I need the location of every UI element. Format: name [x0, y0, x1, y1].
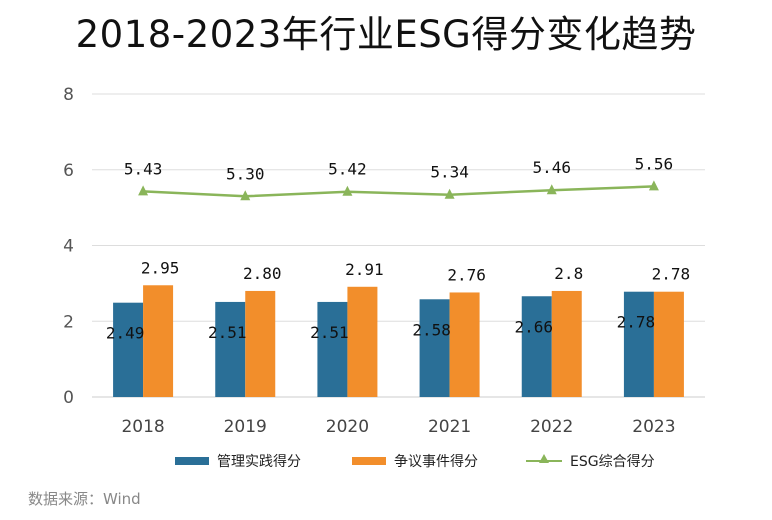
bar-controversy: [347, 286, 378, 397]
legend-item-esg: ESG综合得分: [526, 450, 655, 472]
data-label-controversy: 2.8: [554, 264, 583, 283]
data-labels: 2.49 2.51 2.51 2.58 2.66 2.78 2.95 2.80 2.91 2.76…: [106, 154, 690, 342]
x-tick-label: 2019: [224, 417, 267, 437]
data-label-controversy: 2.80: [243, 264, 282, 283]
legend-swatch-management: [175, 457, 209, 465]
x-tick-label: 2021: [428, 417, 471, 437]
bar-controversy: [143, 285, 174, 397]
bar-management: [317, 301, 348, 397]
gridlines: [92, 93, 705, 322]
x-tick-label: 2023: [632, 417, 675, 437]
bar-controversy: [653, 291, 684, 397]
legend-label-esg: ESG综合得分: [570, 454, 655, 470]
bar-management: [521, 296, 552, 397]
bar-controversy: [551, 290, 582, 397]
chart-title: 2018-2023年行业ESG得分变化趋势: [75, 13, 697, 56]
x-tick-label: 2018: [121, 417, 164, 437]
marker-esg: [546, 184, 557, 195]
data-label-controversy: 2.95: [141, 258, 180, 277]
marker-esg: [444, 188, 455, 199]
legend-item-controversy: 争议事件得分: [352, 450, 478, 472]
data-label-esg: 5.56: [635, 154, 674, 173]
x-tick-label: 2020: [326, 417, 369, 437]
data-label-management: 2.78: [617, 313, 656, 332]
y-tick-label: 4: [63, 237, 74, 257]
bar-controversy: [245, 290, 276, 397]
data-label-controversy: 2.78: [652, 265, 691, 284]
legend-item-management: 管理实践得分: [175, 450, 301, 472]
marker-esg: [138, 185, 149, 196]
bars: [113, 285, 684, 397]
legend-label-controversy: 争议事件得分: [394, 454, 478, 470]
marker-esg: [648, 180, 659, 191]
line-esg: [143, 185, 654, 198]
data-label-controversy: 2.76: [447, 265, 486, 284]
data-label-controversy: 2.91: [345, 260, 384, 279]
data-label-esg: 5.30: [226, 164, 265, 183]
data-label-esg: 5.46: [532, 158, 571, 177]
line-series: [138, 180, 659, 201]
data-label-esg: 5.42: [328, 160, 367, 179]
data-label-management: 2.51: [208, 323, 247, 342]
axes: 0 2 4 6 8 2018 2019 2020 2021 2022 2023: [63, 85, 705, 437]
data-label-management: 2.66: [514, 317, 553, 336]
bar-controversy: [449, 292, 480, 397]
legend: 管理实践得分 争议事件得分 ESG综合得分: [0, 450, 772, 472]
marker-esg: [342, 185, 353, 196]
bar-management: [419, 299, 450, 397]
y-tick-label: 0: [63, 388, 74, 408]
x-tick-label: 2022: [530, 417, 573, 437]
data-source-note: 数据来源：Wind: [28, 490, 141, 508]
data-label-management: 2.58: [412, 320, 451, 339]
legend-swatch-controversy: [352, 457, 386, 465]
bar-management: [623, 291, 654, 397]
data-label-management: 2.51: [310, 323, 349, 342]
bar-management: [215, 301, 246, 397]
legend-label-management: 管理实践得分: [217, 454, 301, 470]
marker-esg: [240, 190, 251, 201]
y-tick-label: 6: [63, 161, 74, 181]
data-label-esg: 5.43: [124, 159, 163, 178]
data-label-management: 2.49: [106, 324, 145, 343]
data-label-esg: 5.34: [430, 163, 469, 182]
y-tick-label: 8: [63, 85, 74, 105]
bar-management: [113, 302, 144, 397]
legend-line-esg: [526, 454, 562, 463]
y-tick-label: 2: [63, 312, 74, 332]
